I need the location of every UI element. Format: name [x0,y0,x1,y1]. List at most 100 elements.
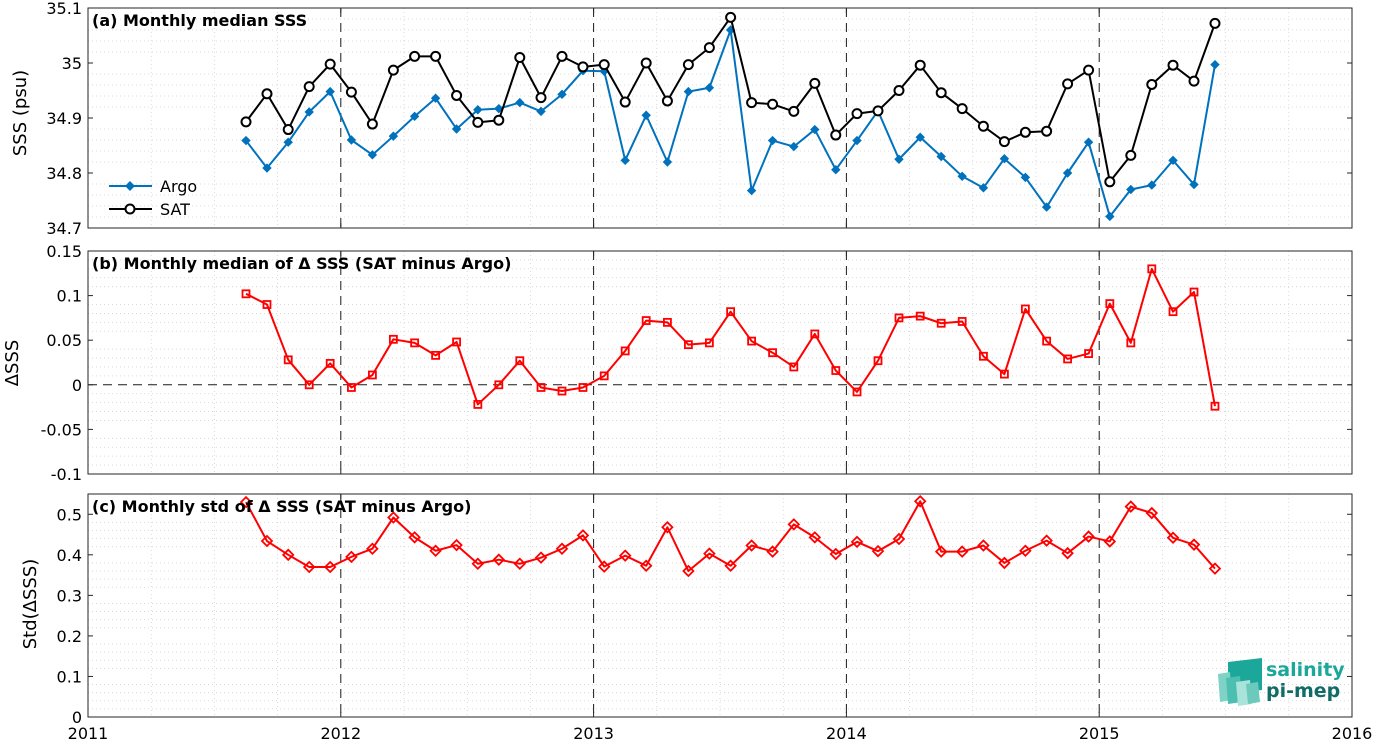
panel-a-frame [87,7,1353,229]
data-point [766,545,779,558]
data-point [639,559,653,573]
panel-b-title: (b) Monthly median of Δ SSS (SAT minus A… [92,254,511,273]
data-point [494,380,504,390]
sat-series-line [245,16,1216,183]
data-point [871,544,885,558]
ytick-label: -0.1 [51,465,82,484]
data-point [914,59,926,71]
data-point [1082,530,1095,543]
data-point [367,370,377,380]
logo-line2: pi-mep [1266,680,1340,702]
data-point [704,83,715,93]
data-point [409,50,421,62]
data-point [556,50,568,62]
data-point [724,559,737,573]
data-point [810,124,820,135]
data-point [809,77,821,89]
data-point [641,316,651,325]
data-point [852,135,862,146]
data-point [704,338,714,348]
data-point [1063,354,1072,364]
data-point [472,116,484,128]
data-point [1126,184,1136,195]
xtick-label: 2016 [1332,724,1373,743]
panel-a-series [240,11,1221,222]
data-point [430,50,442,62]
data-point [978,183,989,193]
data-point [409,111,420,122]
data-point [494,103,504,114]
data-point [977,120,989,132]
data-point [1210,59,1220,70]
data-point [1209,17,1221,29]
delta-series-line [245,500,1216,573]
data-point [283,355,293,365]
panel-c-grid [88,494,1352,717]
data-point [515,356,525,366]
ytick-label: 34.7 [46,219,82,238]
ytick-label: 35.1 [46,0,82,18]
data-point [323,560,337,574]
data-point [873,356,883,366]
panel-c-frame [87,493,1353,718]
data-point [1062,168,1073,178]
data-point [473,400,483,409]
data-point [703,42,715,54]
xtick-label: 2013 [573,724,614,743]
data-point [957,171,967,182]
data-point [682,59,694,71]
data-point [662,157,673,167]
data-point [935,87,947,99]
data-point [1020,304,1030,314]
data-point [1145,506,1159,520]
data-point [682,564,695,578]
data-point [262,300,272,309]
data-point [599,371,609,381]
data-point [619,96,631,108]
ytick-label: 0.5 [57,505,82,524]
data-point [998,136,1010,148]
data-point [262,163,272,173]
data-point [1105,299,1115,309]
data-point [1125,149,1137,161]
data-point [829,547,843,561]
data-point [936,318,946,328]
data-point [366,118,378,130]
delta-series-line [245,267,1216,407]
data-point [387,511,400,524]
data-point [1168,307,1178,317]
data-point [1124,500,1138,513]
data-point [367,150,378,160]
panel-a-ticks: 34.7 34.8 34.9 35 35.1 [46,0,1353,238]
data-point [894,154,904,164]
data-point [703,547,716,560]
data-point [302,560,316,574]
data-point [915,311,925,321]
data-point [893,85,905,96]
data-point [388,131,399,141]
data-point [281,548,295,562]
data-point [473,105,483,115]
data-point [831,164,841,175]
xtick-label: 2014 [826,724,867,743]
ytick-label: 0.1 [57,287,82,306]
data-point [767,135,778,146]
data-point [1062,78,1074,90]
data-point [746,185,757,196]
data-point [1083,64,1095,76]
ytick-label: 35 [62,54,82,73]
data-point [955,545,969,558]
data-point [1020,172,1031,183]
panel-a-title: (a) Monthly median SSS [92,11,307,30]
data-point [513,557,527,571]
data-point [304,380,314,390]
data-point [493,114,505,126]
data-point [431,350,441,360]
data-point [745,539,758,552]
data-point [957,317,967,326]
data-point [789,362,799,372]
data-point [915,132,925,142]
data-point [936,151,946,162]
data-point [261,88,273,100]
data-point [640,57,652,69]
